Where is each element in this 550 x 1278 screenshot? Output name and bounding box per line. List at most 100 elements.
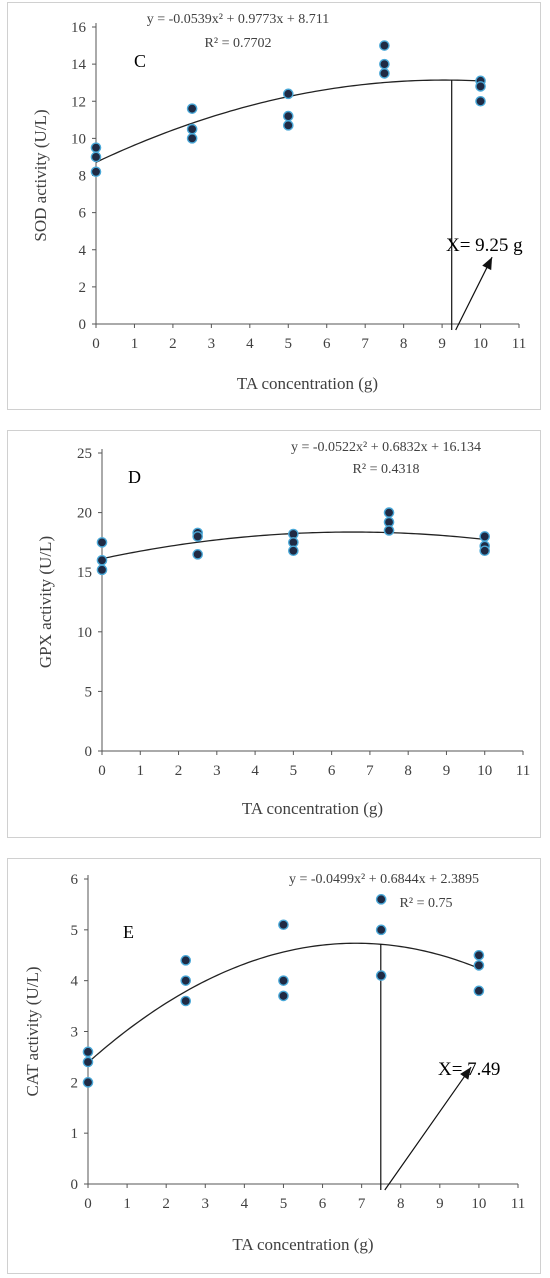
data-point [479,531,491,542]
data-point [186,103,198,114]
x-tick-label: 3 [202,1196,210,1212]
data-point [288,545,299,557]
trendline-equation: y = -0.0499x² + 0.6844x + 2.3895 [289,872,479,887]
optimum-arrow [455,256,493,331]
x-tick-label: 3 [213,763,221,779]
data-point [479,545,491,557]
panel-letter: E [123,922,134,942]
data-point [82,1077,94,1088]
data-point [475,95,486,107]
y-tick-label: 2 [71,1075,79,1091]
x-tick-label: 7 [361,336,369,352]
y-tick-label: 8 [79,169,87,185]
y-axis-title: SOD activity (U/L) [31,109,50,241]
x-tick-label: 11 [516,763,530,779]
y-tick-label: 5 [71,923,79,939]
y-tick-label: 5 [85,684,93,700]
x-tick-label: 6 [328,763,336,779]
data-point [186,123,198,135]
x-tick-label: 8 [404,763,412,779]
panel-letter: D [128,467,141,487]
x-tick-label: 9 [436,1196,444,1212]
data-point [192,531,203,542]
y-tick-label: 12 [71,94,86,110]
data-point [383,525,395,536]
data-point [282,110,294,122]
data-point [383,507,395,518]
y-tick-label: 10 [77,625,92,641]
arrow-head [482,257,493,271]
x-tick-label: 0 [92,336,100,352]
data-point [473,960,485,971]
x-tick-label: 4 [251,763,259,779]
x-tick-label: 9 [438,336,446,352]
data-point [192,549,203,560]
data-point [475,81,486,92]
data-point [186,133,198,144]
x-tick-label: 5 [290,763,298,779]
x-axis-title: TA concentration (g) [242,799,383,818]
data-point [278,990,289,1002]
x-tick-label: 8 [397,1196,405,1212]
data-point [375,924,387,936]
y-tick-label: 14 [71,57,87,73]
x-tick-label: 6 [323,336,331,352]
x-tick-label: 6 [319,1196,327,1212]
data-point [278,919,289,931]
data-point [90,142,102,153]
x-tick-label: 7 [358,1196,366,1212]
data-point [375,894,387,905]
optimum-annotation: X= 9.25 g [446,235,523,256]
y-tick-label: 20 [77,506,92,522]
arrow-head [460,1067,472,1080]
y-axis-title: CAT activity (U/L) [23,967,42,1097]
x-tick-label: 2 [175,763,183,779]
y-tick-label: 2 [79,280,87,296]
x-tick-label: 10 [477,763,492,779]
chart-panel-d: 0 5 10 15 20 25 0 1 2 3 4 5 6 7 8 9 10 11 TA concentration… [7,430,541,838]
x-tick-label: 9 [443,763,451,779]
y-tick-label: 6 [79,206,87,222]
r-squared-label: R² = 0.7702 [205,36,272,51]
y-tick-label: 15 [77,565,92,581]
x-axis-title: TA concentration (g) [237,374,378,393]
y-tick-label: 16 [71,20,87,36]
x-tick-label: 5 [285,336,293,352]
r-squared-label: R² = 0.4318 [353,462,420,477]
y-tick-label: 25 [77,446,92,462]
data-point [180,955,192,966]
data-point [96,537,108,548]
data-point [278,975,289,986]
y-tick-label: 6 [71,872,79,888]
x-tick-label: 7 [366,763,374,779]
y-tick-label: 0 [85,744,93,760]
y-axis-title: GPX activity (U/L) [36,536,55,668]
y-tick-label: 3 [71,1025,79,1041]
trendline [87,942,480,1064]
data-point [96,554,108,566]
y-tick-label: 0 [71,1177,79,1193]
x-tick-label: 0 [84,1196,92,1212]
x-axis-title: TA concentration (g) [232,1235,373,1254]
data-point [282,120,294,131]
x-tick-label: 4 [246,336,254,352]
data-point [379,58,390,70]
y-tick-label: 0 [79,317,87,333]
x-tick-label: 1 [123,1196,131,1212]
x-tick-label: 5 [280,1196,288,1212]
x-tick-label: 3 [208,336,216,352]
r-squared-label: R² = 0.75 [400,896,453,911]
x-tick-label: 10 [471,1196,486,1212]
x-tick-label: 1 [131,336,139,352]
data-point [90,151,102,163]
x-tick-label: 10 [473,336,488,352]
data-point [82,1056,94,1068]
x-tick-label: 11 [512,336,526,352]
chart-e: 0 1 2 3 4 5 6 0 1 2 3 4 5 6 7 8 9 10 11 TA concentration (g… [23,872,525,1254]
x-tick-label: 2 [162,1196,170,1212]
data-point [90,166,102,178]
data-point [180,995,192,1007]
x-tick-label: 2 [169,336,177,352]
data-point [473,985,485,997]
